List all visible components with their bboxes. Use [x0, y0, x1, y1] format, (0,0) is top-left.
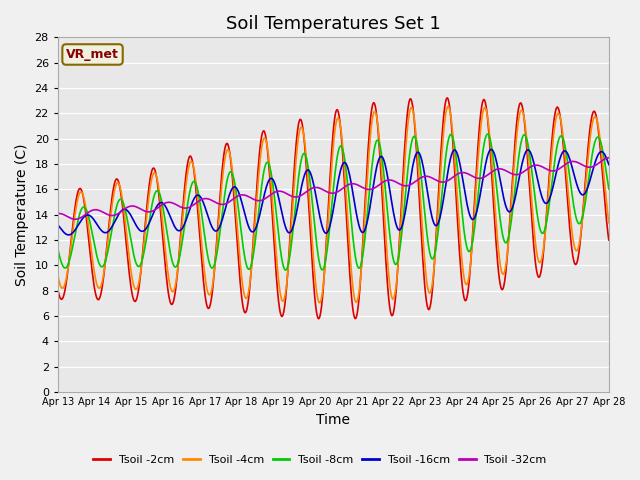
Tsoil -2cm [401, 140, 409, 146]
Tsoil -16cm [65, 232, 72, 238]
Legend: Tsoil -2cm, Tsoil -4cm, Tsoil -8cm, Tsoil -16cm, Tsoil -32cm: Tsoil -2cm, Tsoil -4cm, Tsoil -8cm, Tsoi… [89, 451, 551, 469]
Line: Tsoil -4cm: Tsoil -4cm [58, 107, 609, 303]
Tsoil -16cm [207, 220, 214, 226]
Title: Soil Temperatures Set 1: Soil Temperatures Set 1 [226, 15, 441, 33]
Tsoil -2cm [121, 222, 129, 228]
Tsoil -32cm [207, 197, 214, 203]
Tsoil -8cm [417, 172, 425, 178]
Tsoil -32cm [177, 204, 185, 210]
Tsoil -8cm [484, 131, 492, 137]
Tsoil -4cm [316, 300, 324, 306]
Tsoil -4cm [121, 212, 129, 218]
Tsoil -4cm [205, 292, 213, 298]
Tsoil -2cm [605, 237, 612, 243]
Tsoil -8cm [282, 267, 289, 273]
Tsoil -32cm [64, 214, 72, 220]
Tsoil -32cm [417, 175, 425, 180]
Tsoil -2cm [444, 95, 451, 101]
Tsoil -32cm [122, 205, 129, 211]
Tsoil -8cm [121, 204, 129, 210]
Text: VR_met: VR_met [66, 48, 119, 61]
Tsoil -16cm [122, 206, 129, 212]
Tsoil -32cm [54, 211, 61, 216]
Tsoil -16cm [605, 162, 612, 168]
Tsoil -16cm [177, 227, 185, 232]
Tsoil -2cm [54, 287, 61, 292]
Tsoil -4cm [401, 156, 409, 162]
Tsoil -16cm [401, 211, 409, 216]
Line: Tsoil -8cm: Tsoil -8cm [58, 134, 609, 270]
Tsoil -2cm [205, 304, 213, 310]
Tsoil -16cm [64, 232, 72, 238]
Tsoil -2cm [314, 316, 322, 322]
Tsoil -16cm [54, 222, 61, 228]
Tsoil -4cm [605, 220, 612, 226]
Tsoil -8cm [205, 261, 213, 267]
Tsoil -8cm [401, 197, 409, 203]
Tsoil -4cm [64, 267, 72, 273]
Line: Tsoil -32cm: Tsoil -32cm [58, 158, 609, 219]
Tsoil -4cm [177, 240, 184, 246]
Tsoil -4cm [444, 104, 452, 109]
Tsoil -8cm [54, 246, 61, 252]
Tsoil -32cm [401, 183, 409, 189]
Line: Tsoil -16cm: Tsoil -16cm [58, 149, 609, 235]
Tsoil -4cm [54, 272, 61, 278]
Tsoil -16cm [488, 146, 495, 152]
Tsoil -16cm [417, 155, 425, 161]
Tsoil -32cm [605, 155, 612, 161]
Tsoil -8cm [64, 262, 72, 268]
Tsoil -2cm [417, 228, 425, 233]
Tsoil -8cm [177, 250, 184, 255]
X-axis label: Time: Time [316, 413, 350, 427]
Tsoil -32cm [72, 216, 79, 222]
Tsoil -4cm [417, 206, 425, 212]
Y-axis label: Soil Temperature (C): Soil Temperature (C) [15, 144, 29, 286]
Tsoil -2cm [177, 235, 184, 241]
Tsoil -2cm [64, 268, 72, 274]
Tsoil -8cm [605, 186, 612, 192]
Line: Tsoil -2cm: Tsoil -2cm [58, 98, 609, 319]
